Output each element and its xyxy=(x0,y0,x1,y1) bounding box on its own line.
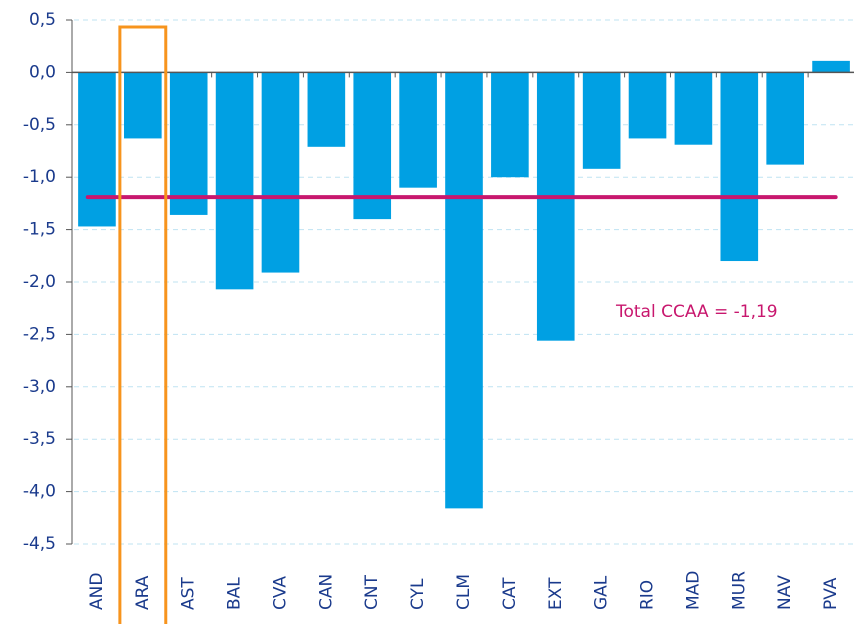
bar xyxy=(536,72,575,341)
x-tick-label: EXT xyxy=(546,577,566,610)
x-tick-label: MUR xyxy=(729,571,749,610)
y-tick-label: 0,0 xyxy=(29,62,56,82)
x-tick-label: PVA xyxy=(821,577,841,610)
bar xyxy=(491,72,529,178)
x-tick-label: NAV xyxy=(775,575,795,610)
highlight-box xyxy=(118,25,168,624)
bar xyxy=(766,72,804,165)
bar xyxy=(674,72,713,145)
bar xyxy=(124,72,162,139)
x-tick-label: CAN xyxy=(316,574,336,610)
bar xyxy=(78,72,116,227)
y-tick-label: -0,5 xyxy=(23,115,56,135)
bar xyxy=(812,60,850,73)
x-tick-label: CYL xyxy=(408,578,428,610)
bar xyxy=(169,72,208,215)
x-tick-label: RIO xyxy=(638,580,658,610)
x-tick-label: CVA xyxy=(270,576,290,610)
y-tick-label: -1,5 xyxy=(23,220,56,240)
x-tick-label: AND xyxy=(87,573,107,610)
bar xyxy=(215,72,254,290)
x-tick-label: CNT xyxy=(362,574,382,610)
bar xyxy=(261,72,300,273)
y-tick-label: 0,5 xyxy=(29,10,56,30)
y-tick-label: -1,0 xyxy=(23,167,56,187)
x-tick-label: ARA xyxy=(133,575,153,610)
x-tick-label: GAL xyxy=(592,575,612,610)
bar xyxy=(307,72,346,147)
x-tick-label: BAL xyxy=(225,577,245,610)
bar xyxy=(353,72,392,220)
y-tick-label: -4,0 xyxy=(23,482,56,502)
x-tick-label: CLM xyxy=(454,574,474,610)
y-tick-label: -2,5 xyxy=(23,324,56,344)
y-tick-label: -4,5 xyxy=(23,534,56,554)
bar xyxy=(445,72,483,509)
bar xyxy=(399,72,437,188)
y-tick-label: -3,5 xyxy=(23,429,56,449)
bar xyxy=(720,72,759,262)
y-tick-label: -3,0 xyxy=(23,377,56,397)
x-tick-label: CAT xyxy=(500,577,520,610)
x-tick-label: MAD xyxy=(683,571,703,610)
reference-label: Total CCAA = -1,19 xyxy=(615,302,778,322)
bar xyxy=(628,72,667,139)
y-tick-label: -2,0 xyxy=(23,272,56,292)
x-tick-label: AST xyxy=(179,577,199,610)
bar xyxy=(582,72,621,169)
